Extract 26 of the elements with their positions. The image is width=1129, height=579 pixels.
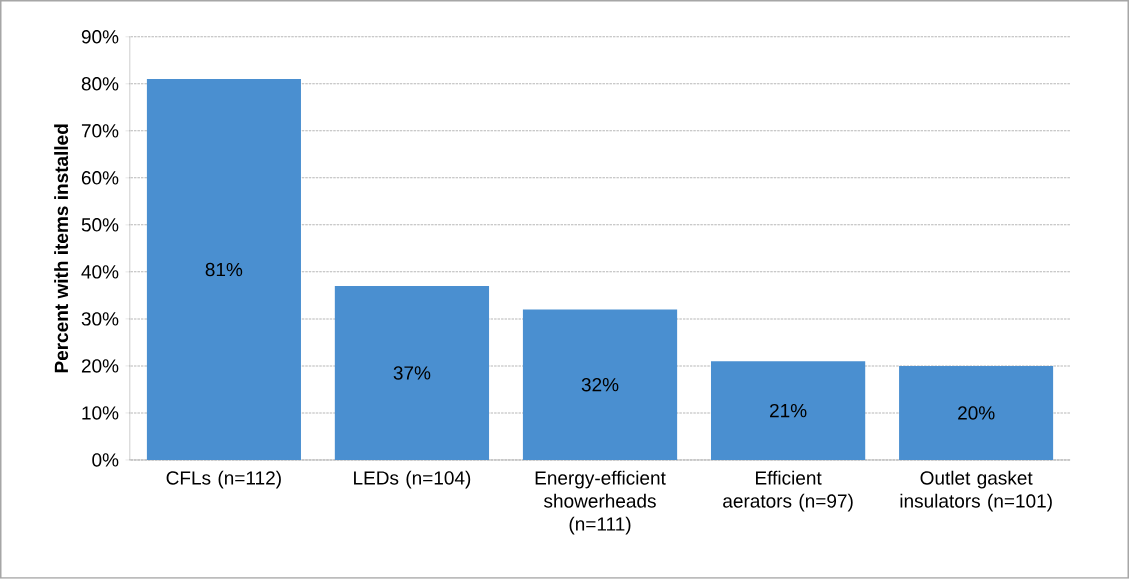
y-tick-label: 90% [81, 30, 119, 44]
x-tick-label: LEDs (n=104) [354, 470, 471, 489]
y-tick-label: 60% [81, 171, 119, 185]
bar [710, 361, 866, 461]
y-axis-title: Percent with items installed [54, 124, 69, 373]
y-tick-label: 70% [81, 124, 119, 138]
y-tick-label: 50% [81, 218, 119, 232]
x-tick-label: Efficient aerators (n=97) [723, 470, 853, 512]
data-label: 81% [205, 262, 243, 277]
y-tick-label: 10% [82, 406, 119, 420]
bar [334, 286, 490, 461]
bar [899, 366, 1054, 461]
x-tick-label: Outlet gasket insulators (n=101) [900, 470, 1052, 512]
y-tick-label: 0% [92, 453, 119, 467]
y-tick-label: 80% [81, 77, 119, 91]
bar [522, 309, 678, 461]
x-tick-label: CFLs (n=112) [166, 470, 281, 489]
data-label: 20% [958, 406, 995, 420]
bar [146, 79, 301, 461]
data-label: 32% [581, 378, 619, 392]
y-tick-label: 30% [81, 312, 119, 326]
x-tick-label: Energy-efficient showerheads (n=111) [535, 470, 666, 535]
data-label: 37% [393, 366, 431, 380]
data-label: 21% [770, 404, 807, 418]
y-tick-label: 20% [81, 359, 119, 373]
y-tick-label: 40% [81, 265, 119, 279]
